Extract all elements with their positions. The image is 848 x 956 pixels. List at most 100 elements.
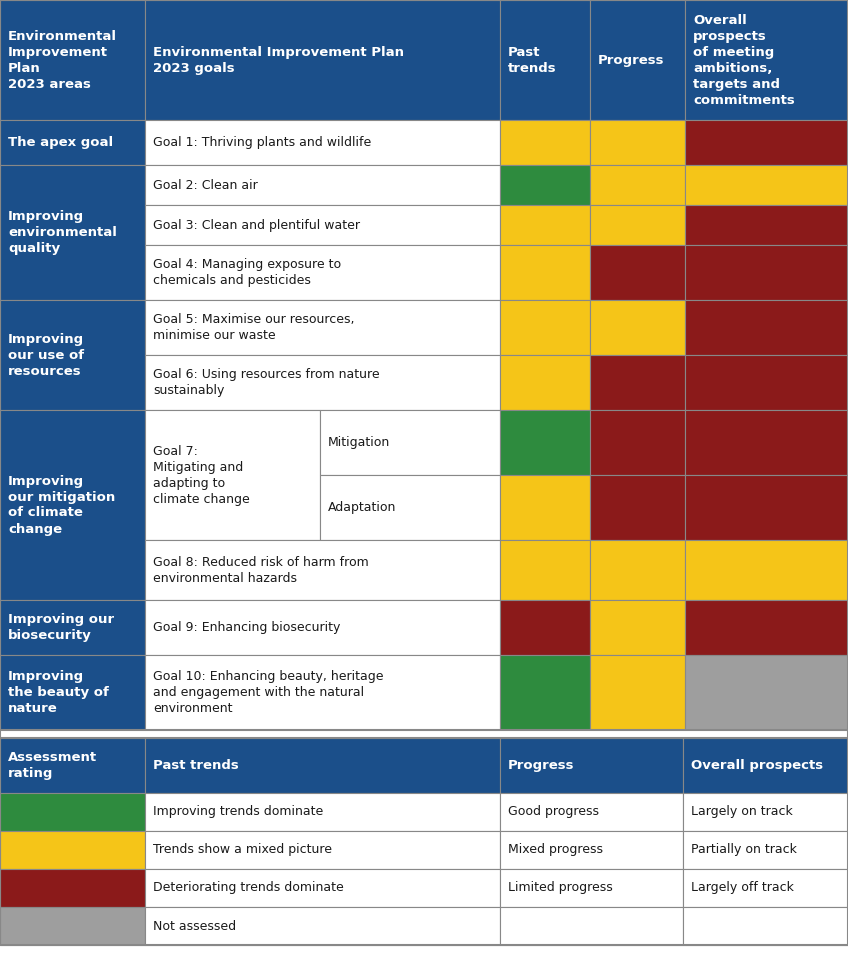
Bar [590,120,685,165]
Text: Adaptation: Adaptation [328,501,396,514]
Text: Goal 2: Clean air: Goal 2: Clean air [153,179,258,191]
Bar [685,205,848,245]
Bar [500,245,590,300]
Text: Limited progress: Limited progress [508,881,613,895]
Text: The apex goal: The apex goal [8,136,113,149]
Bar [685,245,848,300]
Bar [500,0,590,120]
Bar [0,120,145,165]
Bar [590,655,685,730]
Bar [685,655,848,730]
Bar [145,600,500,655]
Bar [0,738,145,793]
Bar [685,540,848,600]
Bar [145,0,500,120]
Bar [145,355,500,410]
Bar [683,907,848,945]
Bar [0,869,145,907]
Bar [0,165,145,300]
Bar [145,655,500,730]
Bar [145,793,500,831]
Bar [145,300,500,355]
Bar [500,165,590,205]
Bar [0,907,145,945]
Text: Past trends: Past trends [153,759,239,772]
Bar [683,738,848,793]
Bar [683,869,848,907]
Bar [500,120,590,165]
Bar [500,907,683,945]
Bar [0,410,145,600]
Text: Overall prospects: Overall prospects [691,759,823,772]
Bar [0,300,145,410]
Bar [685,0,848,120]
Text: Goal 6: Using resources from nature
sustainably: Goal 6: Using resources from nature sust… [153,368,380,397]
Bar [590,205,685,245]
Bar [500,738,683,793]
Bar [500,300,590,355]
Bar [0,600,145,655]
Bar [320,475,500,540]
Bar [500,205,590,245]
Bar [590,540,685,600]
Text: Largely on track: Largely on track [691,806,793,818]
Bar [145,540,500,600]
Text: Improving trends dominate: Improving trends dominate [153,806,323,818]
Text: Largely off track: Largely off track [691,881,794,895]
Text: Deteriorating trends dominate: Deteriorating trends dominate [153,881,343,895]
Bar [0,0,145,120]
Bar [685,475,848,540]
Bar [145,120,500,165]
Text: Goal 7:
Mitigating and
adapting to
climate change: Goal 7: Mitigating and adapting to clima… [153,445,250,506]
Text: Goal 10: Enhancing beauty, heritage
and engagement with the natural
environment: Goal 10: Enhancing beauty, heritage and … [153,670,383,715]
Bar [500,655,590,730]
Text: Goal 8: Reduced risk of harm from
environmental hazards: Goal 8: Reduced risk of harm from enviro… [153,555,369,584]
Bar [145,831,500,869]
Bar [145,205,500,245]
Bar [500,793,683,831]
Text: Assessment
rating: Assessment rating [8,751,98,780]
Bar [0,793,145,831]
Text: Goal 9: Enhancing biosecurity: Goal 9: Enhancing biosecurity [153,621,340,634]
Bar [590,165,685,205]
Text: Goal 1: Thriving plants and wildlife: Goal 1: Thriving plants and wildlife [153,136,371,149]
Bar [590,475,685,540]
Text: Goal 4: Managing exposure to
chemicals and pesticides: Goal 4: Managing exposure to chemicals a… [153,258,341,287]
Bar [685,300,848,355]
Text: Environmental Improvement Plan
2023 goals: Environmental Improvement Plan 2023 goal… [153,46,404,75]
Bar [685,120,848,165]
Text: Improving our
biosecurity: Improving our biosecurity [8,613,114,642]
Text: Mitigation: Mitigation [328,436,390,449]
Bar [590,355,685,410]
Text: Goal 3: Clean and plentiful water: Goal 3: Clean and plentiful water [153,219,360,231]
Bar [500,355,590,410]
Bar [590,0,685,120]
Bar [145,410,320,540]
Bar [500,869,683,907]
Text: Trends show a mixed picture: Trends show a mixed picture [153,843,332,857]
Bar [145,165,500,205]
Bar [685,600,848,655]
Text: Partially on track: Partially on track [691,843,797,857]
Bar [0,730,848,738]
Bar [685,410,848,475]
Bar [145,245,500,300]
Bar [683,793,848,831]
Text: Improving
our use of
resources: Improving our use of resources [8,333,84,378]
Bar [685,165,848,205]
Bar [320,410,500,475]
Bar [500,600,590,655]
Bar [683,831,848,869]
Text: Past
trends: Past trends [508,46,556,75]
Bar [590,245,685,300]
Text: Improving
the beauty of
nature: Improving the beauty of nature [8,670,109,715]
Bar [500,540,590,600]
Bar [0,655,145,730]
Text: Environmental
Improvement
Plan
2023 areas: Environmental Improvement Plan 2023 area… [8,30,117,91]
Bar [500,410,590,475]
Bar [590,300,685,355]
Text: Goal 5: Maximise our resources,
minimise our waste: Goal 5: Maximise our resources, minimise… [153,313,354,342]
Bar [145,869,500,907]
Text: Improving
our mitigation
of climate
change: Improving our mitigation of climate chan… [8,474,115,535]
Bar [590,410,685,475]
